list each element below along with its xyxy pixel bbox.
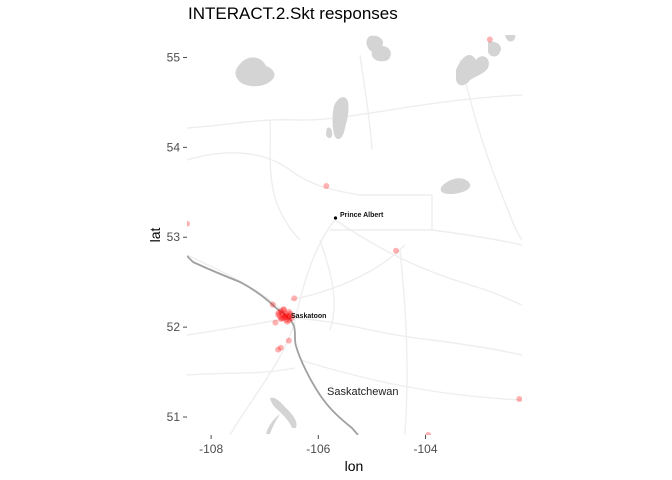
response-point [288, 312, 295, 319]
response-point [323, 183, 330, 190]
response-point [187, 220, 190, 227]
y-tick-label: 52 [167, 320, 181, 334]
response-point [279, 311, 286, 318]
response-point [287, 310, 294, 317]
prince-albert-label: Prince Albert [340, 212, 384, 219]
saskatoon-label: Saskatoon [291, 313, 326, 320]
response-point [275, 311, 282, 318]
y-axis-title: lat [147, 228, 163, 243]
response-point [285, 313, 292, 320]
x-tick-label: -106 [306, 442, 330, 456]
lake-east [440, 178, 471, 194]
x-axis-title: lon [345, 458, 364, 474]
y-tick-label: 51 [167, 410, 181, 424]
response-point [486, 36, 493, 43]
map-panel: Prince Albert Saskatoon Saskatchewan [187, 35, 522, 435]
x-tick-label: -104 [414, 442, 438, 456]
response-point [283, 316, 290, 323]
river-label: Saskatchewan [327, 386, 399, 398]
response-point [275, 309, 282, 316]
response-point [277, 307, 284, 314]
response-point [277, 344, 284, 351]
response-point [277, 316, 284, 323]
plot-title: INTERACT.2.Skt responses [188, 4, 398, 23]
lake-northeast-2 [488, 41, 502, 57]
response-points [187, 36, 522, 435]
lakes [235, 35, 516, 434]
response-point [278, 309, 285, 316]
lake-northeast-3 [505, 35, 516, 42]
y-tick-label: 53 [167, 230, 181, 244]
response-point [282, 313, 289, 320]
response-point [291, 295, 298, 302]
response-point [278, 315, 285, 322]
x-axis: -108 -106 -104 [199, 435, 438, 456]
lake-north-narrow [332, 97, 349, 140]
lake-northeast [456, 55, 489, 86]
response-point [283, 312, 290, 319]
response-point [285, 314, 292, 321]
y-tick-label: 55 [167, 50, 181, 64]
response-point [283, 310, 290, 317]
road-network [187, 54, 522, 435]
prince-albert-marker [333, 216, 338, 220]
response-point [276, 313, 283, 320]
response-point [275, 346, 282, 353]
response-point [285, 308, 292, 315]
response-point [282, 314, 289, 321]
lake-northwest [235, 57, 275, 87]
lake-north-blob [366, 35, 391, 62]
response-point [425, 432, 432, 435]
response-point [281, 307, 288, 314]
response-point [280, 306, 287, 313]
response-point [516, 396, 522, 403]
lake-south-arm [266, 414, 280, 434]
response-point [286, 316, 293, 323]
response-point [284, 318, 291, 325]
saskatchewan-river [187, 255, 359, 435]
response-point [269, 301, 276, 308]
response-point [393, 247, 400, 254]
x-tick-label: -108 [199, 442, 223, 456]
response-point [288, 315, 295, 322]
response-point [285, 337, 292, 344]
y-axis: 51 52 53 54 55 [167, 50, 187, 424]
response-point [272, 319, 279, 326]
response-point [280, 315, 287, 322]
y-tick-label: 54 [167, 140, 181, 154]
lake-south-channel [270, 397, 297, 428]
lake-north-west-small [326, 127, 333, 139]
